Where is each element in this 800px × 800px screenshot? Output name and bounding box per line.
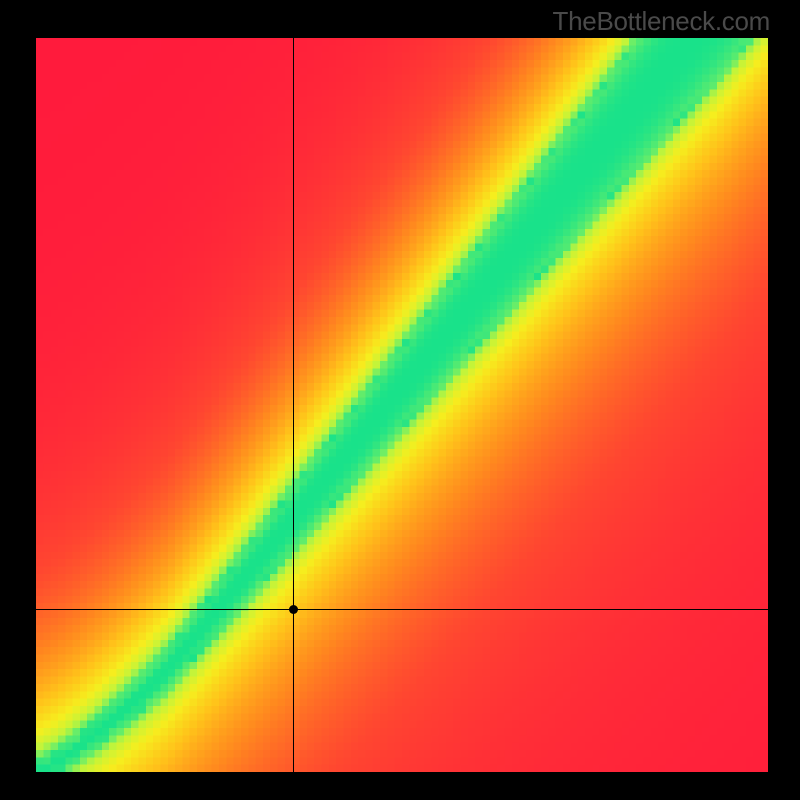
watermark-text: TheBottleneck.com xyxy=(553,6,770,37)
heatmap-canvas xyxy=(36,38,768,772)
heatmap-plot xyxy=(36,38,768,772)
